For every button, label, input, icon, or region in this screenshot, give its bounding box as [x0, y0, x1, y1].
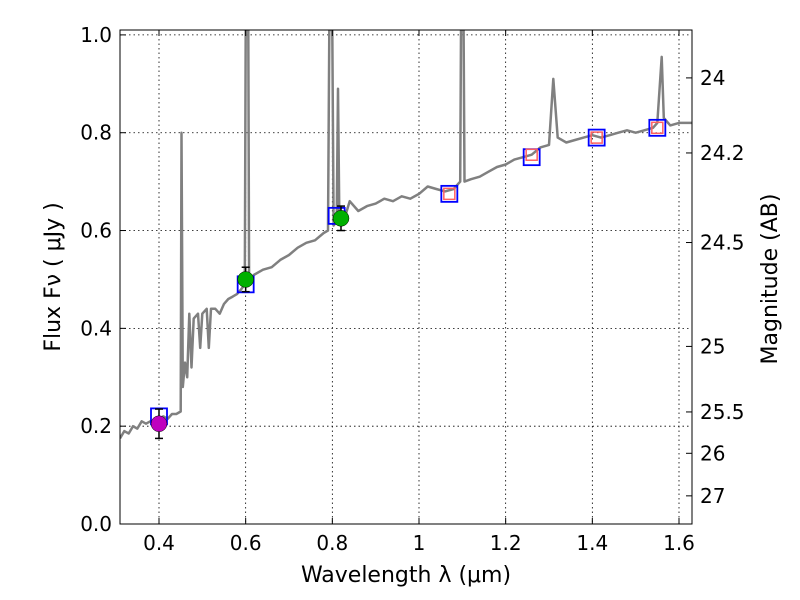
y-axis-label: Flux Fν ( μJy ) [41, 202, 66, 351]
y2-tick-label: 24.2 [700, 141, 745, 165]
observed-flux-point [237, 271, 254, 288]
y-tick-label: 0.2 [80, 414, 112, 438]
observed-flux-marker [590, 131, 603, 144]
observed-flux-marker [443, 187, 456, 201]
model-flux-square [587, 128, 606, 147]
x-axis-label: Wavelength λ (μm) [301, 563, 511, 588]
y2-tick-label: 25 [700, 334, 725, 358]
y-tick-label: 0.6 [80, 219, 112, 243]
observed-flux-point [332, 210, 350, 227]
x-tick-label: 0.4 [143, 531, 175, 555]
y-tick-label: 0.4 [80, 316, 112, 340]
model-flux-square [648, 118, 667, 137]
observed-flux-point [150, 415, 168, 432]
y2-tick-label: 25.5 [700, 400, 745, 424]
axis-ticks: 0.4 0.6 0.8 1 1.2 1.4 1.6 0.0 0.2 0.4 0.6 0.8 1.0 24 2… [80, 23, 744, 555]
x-tick-label: 1.4 [576, 531, 608, 555]
grid [120, 30, 692, 525]
y2-tick-label: 27 [700, 484, 725, 508]
y2-axis-label: Magnitude (AB) [758, 194, 783, 365]
x-tick-label: 1 [413, 531, 426, 555]
x-tick-label: 1.2 [490, 531, 522, 555]
marker-layer [150, 118, 667, 440]
spectrum-line [120, 30, 692, 440]
x-tick-label: 0.6 [230, 531, 262, 555]
model-flux-square [440, 184, 459, 203]
y2-tick-label: 24 [700, 66, 725, 90]
plot-frame [119, 29, 693, 525]
series-layer [120, 30, 692, 440]
y-tick-label: 1.0 [80, 23, 112, 47]
observed-flux-marker [525, 148, 538, 161]
observed-flux-marker [651, 121, 664, 135]
x-tick-label: 0.8 [316, 531, 348, 555]
y-tick-label: 0.0 [80, 512, 112, 536]
y2-tick-label: 26 [700, 441, 725, 465]
y-tick-label: 0.8 [80, 121, 112, 145]
x-tick-label: 1.6 [663, 531, 695, 555]
y2-tick-label: 24.5 [700, 231, 745, 255]
